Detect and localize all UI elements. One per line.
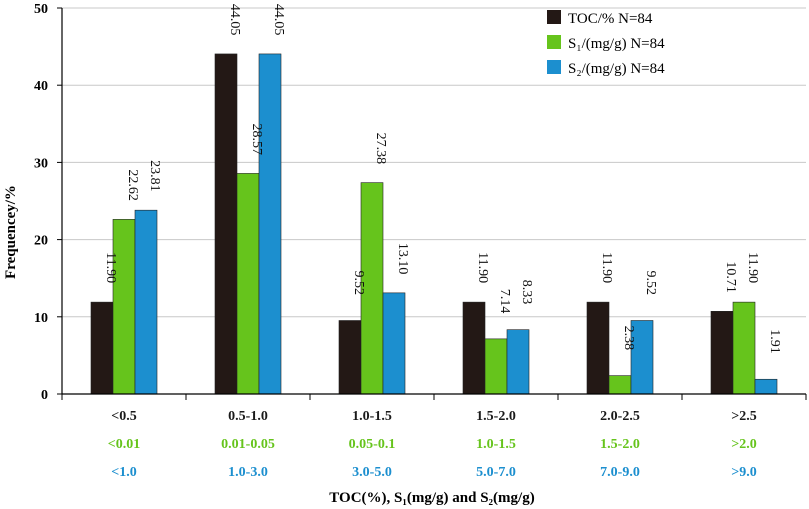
- legend: TOC/% N=84 S₁/(mg/g) N=84 S₂/(mg/g) N=84: [547, 10, 665, 77]
- bar: [732, 301, 756, 395]
- bars: [90, 53, 778, 395]
- bar: [90, 301, 114, 395]
- value-label: 13.10: [395, 243, 410, 275]
- legend-swatch: [547, 35, 561, 49]
- x-axis-label: TOC(%), S₁(mg/g) and S₂(mg/g): [329, 490, 534, 506]
- value-label: 23.81: [147, 160, 162, 192]
- value-label: 28.57: [249, 123, 264, 155]
- category-label: 5.0-7.0: [476, 465, 516, 480]
- value-label: 1.91: [767, 329, 782, 354]
- category-label: 1.0-1.5: [352, 409, 392, 424]
- value-label: 11.90: [103, 252, 118, 283]
- bar: [484, 338, 508, 395]
- value-label: 22.62: [125, 169, 140, 201]
- axes: [61, 8, 807, 400]
- y-tick-label: 0: [41, 388, 48, 403]
- y-tick-label: 10: [34, 311, 48, 326]
- bar: [338, 320, 362, 395]
- category-label: 1.0-1.5: [476, 437, 516, 452]
- y-tick-label: 20: [34, 234, 48, 249]
- value-label: 11.90: [599, 252, 614, 283]
- category-label: <0.5: [111, 409, 136, 424]
- value-label: 44.05: [227, 4, 242, 36]
- bar: [754, 378, 778, 395]
- category-label: 1.5-2.0: [476, 409, 516, 424]
- category-label: 0.01-0.05: [221, 437, 275, 452]
- category-label: >2.0: [731, 437, 756, 452]
- category-label: 3.0-5.0: [352, 465, 392, 480]
- bar: [236, 173, 260, 395]
- y-axis-label: Frequencey/%: [3, 185, 19, 279]
- category-label: <0.01: [108, 437, 140, 452]
- value-label: 11.90: [745, 252, 760, 283]
- bar: [506, 329, 530, 395]
- bar: [586, 301, 610, 395]
- value-label: 9.52: [643, 271, 658, 296]
- value-label: 9.52: [351, 271, 366, 296]
- category-label: >9.0: [731, 465, 756, 480]
- legend-swatch: [547, 60, 561, 74]
- value-labels: 11.90 22.62 23.81 44.05 28.57 44.05 9.52 27.38 1…: [103, 4, 782, 354]
- category-label: 2.0-2.5: [600, 409, 640, 424]
- y-tick-label: 50: [34, 2, 48, 17]
- legend-swatch: [547, 10, 561, 24]
- legend-label: S₁/(mg/g) N=84: [568, 36, 665, 52]
- bar: [608, 375, 632, 395]
- bar: [462, 301, 486, 395]
- bar: [710, 311, 734, 395]
- value-label: 27.38: [373, 133, 388, 165]
- category-labels: <0.5 0.5-1.0 1.0-1.5 1.5-2.0 2.0-2.5 >2.5 <0.0…: [108, 409, 757, 480]
- category-label: 1.0-3.0: [228, 465, 268, 480]
- category-label: 1.5-2.0: [600, 437, 640, 452]
- value-label: 10.71: [723, 261, 738, 293]
- legend-label: S₂/(mg/g) N=84: [568, 61, 665, 77]
- y-tick-label: 30: [34, 156, 48, 171]
- value-label: 8.33: [519, 280, 534, 305]
- gridlines: [62, 7, 806, 318]
- y-tick-labels: 0 10 20 30 40 50: [34, 2, 62, 403]
- category-label: 0.5-1.0: [228, 409, 268, 424]
- y-tick-label: 40: [34, 79, 48, 94]
- bar: [258, 53, 282, 395]
- bar: [382, 292, 406, 395]
- bar: [134, 209, 158, 395]
- category-label: 0.05-0.1: [349, 437, 396, 452]
- value-label: 44.05: [271, 4, 286, 36]
- category-label: <1.0: [111, 465, 136, 480]
- legend-label: TOC/% N=84: [568, 11, 653, 27]
- bar: [112, 219, 136, 395]
- value-label: 11.90: [475, 252, 490, 283]
- category-label: 7.0-9.0: [600, 465, 640, 480]
- value-label: 2.38: [621, 326, 636, 351]
- category-label: >2.5: [731, 409, 756, 424]
- bar: [214, 53, 238, 395]
- value-label: 7.14: [497, 289, 512, 314]
